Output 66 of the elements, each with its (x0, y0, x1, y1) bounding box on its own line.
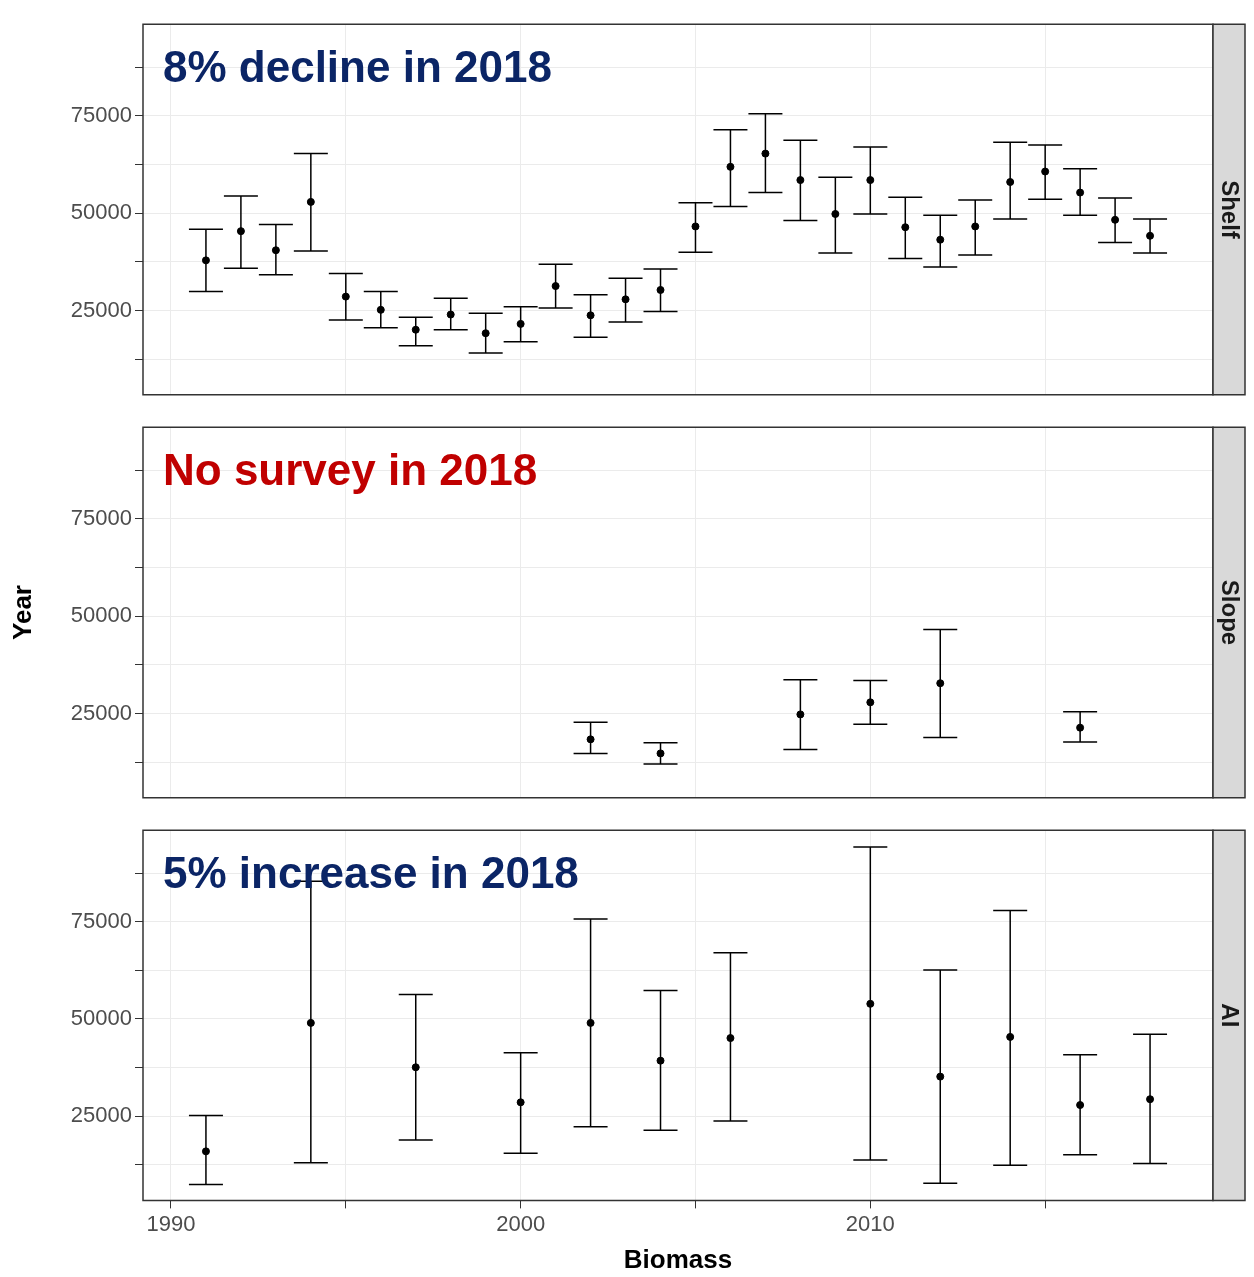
point (271, 246, 280, 255)
point (936, 1072, 945, 1081)
point (1006, 1032, 1015, 1041)
point (411, 325, 420, 334)
point (411, 1063, 420, 1072)
point (306, 1018, 315, 1027)
point (1146, 231, 1155, 240)
point (1146, 1095, 1155, 1104)
x-tick-label: 2000 (496, 1210, 546, 1236)
y-tick-label: 50000 (70, 602, 132, 628)
point (341, 292, 350, 301)
point (936, 679, 945, 688)
point (201, 1147, 210, 1156)
chart-title: 8% decline in 2018 (163, 42, 552, 92)
point (376, 305, 385, 314)
point (936, 235, 945, 244)
text: AI (1217, 1003, 1245, 1028)
y-axis-title: Year (6, 585, 37, 640)
point (586, 1018, 595, 1027)
point (971, 222, 980, 231)
point (691, 222, 700, 231)
point (446, 310, 455, 319)
point (726, 162, 735, 171)
y-tick-label: 75000 (70, 101, 132, 127)
point (551, 282, 560, 291)
point (656, 1056, 665, 1065)
point (656, 749, 665, 758)
y-tick-label: 50000 (70, 199, 132, 225)
y-tick-label: 25000 (70, 1102, 132, 1128)
y-tick-label: 75000 (70, 907, 132, 933)
point (236, 227, 245, 236)
y-tick-label: 75000 (70, 504, 132, 530)
x-tick-label: 1990 (146, 1210, 196, 1236)
point (1111, 215, 1120, 224)
point (1006, 178, 1015, 187)
point (1076, 723, 1085, 732)
text: Shelf (1217, 180, 1245, 240)
point (306, 197, 315, 206)
point (1076, 188, 1085, 197)
point (586, 311, 595, 320)
point (796, 176, 805, 185)
point (796, 710, 805, 719)
point (761, 149, 770, 158)
point (831, 209, 840, 218)
chart-title: 5% increase in 2018 (163, 848, 579, 898)
chart-title: No survey in 2018 (163, 445, 538, 495)
point (201, 256, 210, 265)
y-tick-label: 25000 (70, 296, 132, 322)
point (866, 999, 875, 1008)
y-tick-label: 25000 (70, 699, 132, 725)
y-tick-label: 50000 (70, 1005, 132, 1031)
point (866, 698, 875, 707)
point (621, 295, 630, 304)
text: Slope (1217, 579, 1245, 646)
point (516, 1098, 525, 1107)
x-axis-title: Biomass (623, 1243, 733, 1274)
point (481, 329, 490, 338)
point (901, 223, 910, 232)
point (656, 285, 665, 294)
point (1041, 167, 1050, 176)
point (1076, 1101, 1085, 1110)
x-tick-label: 2010 (845, 1210, 895, 1236)
point (516, 319, 525, 328)
point (726, 1034, 735, 1043)
point (586, 735, 595, 744)
point (866, 176, 875, 185)
